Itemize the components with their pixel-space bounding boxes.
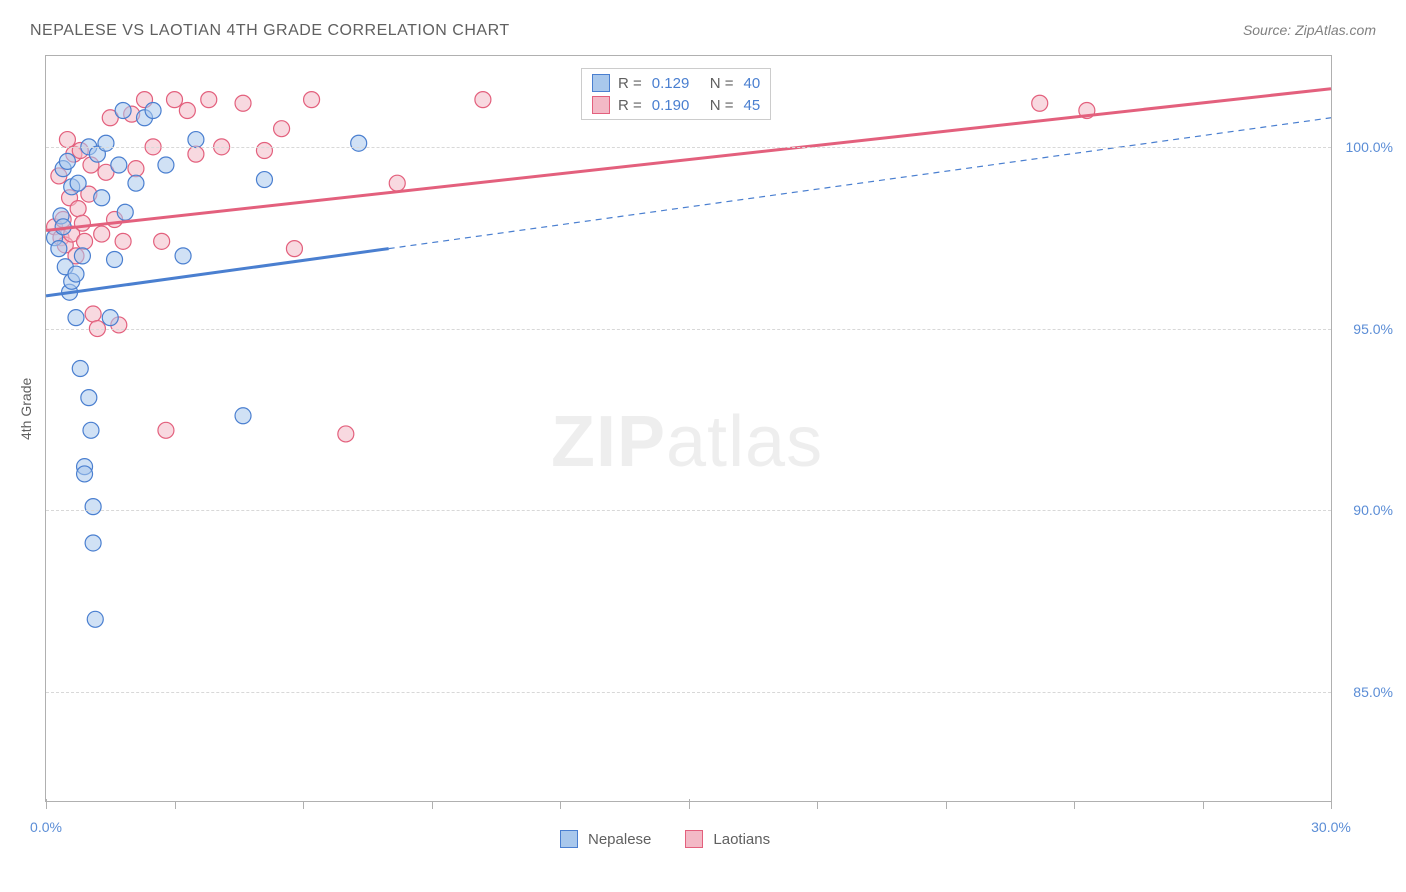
scatter-point: [70, 175, 86, 191]
scatter-point: [286, 241, 302, 257]
scatter-point: [389, 175, 405, 191]
y-tick-label: 100.0%: [1346, 139, 1393, 155]
legend-n-value: 40: [744, 75, 761, 92]
x-tick: [1331, 799, 1332, 809]
scatter-point: [102, 310, 118, 326]
gridline: [46, 692, 1331, 693]
legend-swatch: [685, 830, 703, 848]
trend-line: [46, 249, 389, 296]
x-tick-label: 30.0%: [1311, 819, 1351, 835]
scatter-point: [81, 390, 97, 406]
y-tick-label: 85.0%: [1353, 684, 1393, 700]
scatter-point: [74, 248, 90, 264]
scatter-point: [167, 92, 183, 108]
y-tick-label: 95.0%: [1353, 321, 1393, 337]
legend-row: R = 0.129 N = 40: [582, 72, 770, 94]
legend-row: R = 0.190 N = 45: [582, 94, 770, 116]
legend-r-label: R =: [618, 75, 642, 92]
scatter-point: [235, 95, 251, 111]
scatter-point: [201, 92, 217, 108]
scatter-point: [179, 103, 195, 119]
legend-n-value: 45: [744, 97, 761, 114]
legend-r-value: 0.129: [652, 75, 702, 92]
scatter-point: [87, 611, 103, 627]
scatter-point: [145, 103, 161, 119]
scatter-point: [111, 157, 127, 173]
gridline: [46, 147, 1331, 148]
scatter-point: [128, 175, 144, 191]
scatter-point: [70, 201, 86, 217]
y-axis-label: 4th Grade: [18, 378, 34, 440]
scatter-point: [475, 92, 491, 108]
x-tick: [1074, 801, 1075, 809]
source-label: Source: ZipAtlas.com: [1243, 22, 1376, 38]
x-tick: [46, 799, 47, 809]
plot-area: ZIPatlas R =0.129N =40R =0.190N =45 100.…: [45, 55, 1332, 802]
gridline: [46, 329, 1331, 330]
scatter-point: [85, 499, 101, 515]
scatter-point: [158, 422, 174, 438]
scatter-point: [115, 103, 131, 119]
legend-n-label: N =: [710, 75, 734, 92]
y-tick-label: 90.0%: [1353, 502, 1393, 518]
scatter-point: [338, 426, 354, 442]
scatter-point: [235, 408, 251, 424]
chart-title: NEPALESE VS LAOTIAN 4TH GRADE CORRELATIO…: [30, 22, 510, 40]
scatter-point: [77, 466, 93, 482]
scatter-point: [59, 132, 75, 148]
scatter-point: [77, 233, 93, 249]
scatter-point: [68, 266, 84, 282]
scatter-point: [74, 215, 90, 231]
gridline: [46, 510, 1331, 511]
scatter-point: [158, 157, 174, 173]
legend-n-label: N =: [710, 97, 734, 114]
x-tick: [303, 801, 304, 809]
scatter-point: [94, 226, 110, 242]
x-tick: [946, 801, 947, 809]
scatter-point: [188, 132, 204, 148]
scatter-point: [117, 204, 133, 220]
x-tick: [689, 799, 690, 809]
scatter-point: [98, 135, 114, 151]
scatter-point: [1032, 95, 1048, 111]
legend-r-label: R =: [618, 97, 642, 114]
x-tick: [175, 801, 176, 809]
x-tick-label: 0.0%: [30, 819, 62, 835]
scatter-point: [274, 121, 290, 137]
legend-series-label: Nepalese: [588, 831, 651, 848]
x-tick: [817, 801, 818, 809]
scatter-point: [85, 306, 101, 322]
scatter-point: [85, 535, 101, 551]
scatter-point: [188, 146, 204, 162]
series-legend: Nepalese Laotians: [560, 830, 794, 848]
scatter-point: [175, 248, 191, 264]
scatter-point: [83, 422, 99, 438]
scatter-point: [304, 92, 320, 108]
legend-swatch: [592, 74, 610, 92]
legend-series-label: Laotians: [713, 831, 770, 848]
legend-r-value: 0.190: [652, 97, 702, 114]
scatter-point: [59, 153, 75, 169]
scatter-point: [154, 233, 170, 249]
scatter-point: [68, 310, 84, 326]
scatter-point: [72, 361, 88, 377]
scatter-point: [51, 241, 67, 257]
legend-swatch: [560, 830, 578, 848]
scatter-point: [115, 233, 131, 249]
x-tick: [1203, 801, 1204, 809]
trend-line-extrapolated: [389, 118, 1331, 249]
scatter-point: [128, 161, 144, 177]
x-tick: [560, 801, 561, 809]
x-tick: [432, 801, 433, 809]
scatter-point: [107, 252, 123, 268]
scatter-point: [94, 190, 110, 206]
legend-swatch: [592, 96, 610, 114]
scatter-point: [351, 135, 367, 151]
scatter-point: [256, 142, 272, 158]
scatter-point: [256, 172, 272, 188]
chart-svg: [46, 56, 1331, 801]
correlation-legend: R = 0.129 N = 40 R = 0.190 N = 45: [581, 68, 771, 120]
